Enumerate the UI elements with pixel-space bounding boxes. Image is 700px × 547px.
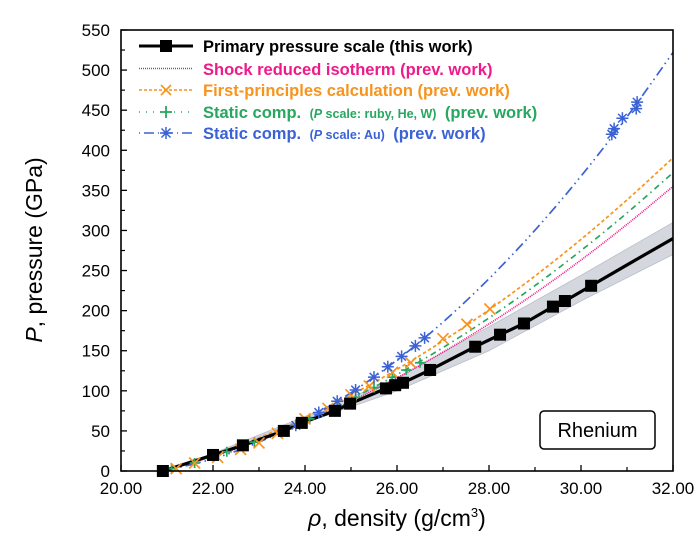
data-point-square <box>379 382 392 395</box>
data-point-asterisk <box>418 331 431 344</box>
y-axis-label: P, pressure (GPa) <box>21 157 47 342</box>
data-point-asterisk <box>409 339 422 352</box>
x-tick-label: 24.00 <box>284 479 327 498</box>
legend-marker-plus <box>160 106 172 118</box>
data-point-square <box>494 328 507 341</box>
legend-static-au-end: (prev. work) <box>393 125 485 143</box>
data-point-square <box>328 404 341 417</box>
data-point-square <box>424 363 437 376</box>
x-tick-label: 22.00 <box>192 479 235 498</box>
x-tick-label: 32.00 <box>652 479 695 498</box>
data-point-square <box>277 424 290 437</box>
data-point-asterisk <box>381 360 394 373</box>
legend-label-static-au: Static comp. (P scale: Au) (prev. work) <box>203 125 486 143</box>
legend-static-ruby-main: Static comp. <box>203 104 301 122</box>
x-axis-symbol: ρ <box>307 505 321 531</box>
legend-entry-static-ruby: Static comp. (P scale: ruby, He, W) (pre… <box>139 104 537 122</box>
y-axis-symbol: P <box>21 327 47 343</box>
axis-ticks: 20.00 22.00 24.00 26.00 28.00 30.00 32.00 0 50 10… <box>82 21 695 498</box>
data-point-plus <box>415 357 425 368</box>
y-tick-label: 550 <box>82 21 110 40</box>
series-markers-layer <box>156 96 644 477</box>
legend-static-ruby-p-symbol: P <box>314 107 323 121</box>
data-point-x <box>436 332 450 345</box>
legend-static-au-main: Static comp. <box>203 125 301 143</box>
data-point-square <box>344 397 357 410</box>
data-point-x <box>170 462 183 475</box>
rhenium-label: Rhenium <box>557 420 637 442</box>
data-point-square <box>546 300 559 313</box>
rhenium-label-box: Rhenium <box>539 410 656 450</box>
x-tick-label: 30.00 <box>560 479 603 498</box>
x-axis-superscript: 3 <box>471 505 478 520</box>
data-point-square <box>396 376 409 389</box>
legend-entry-shock: Shock reduced isotherm (prev. work) <box>139 61 492 79</box>
legend-static-au-p-symbol: P <box>314 128 323 142</box>
data-point-square <box>295 416 308 429</box>
y-tick-label: 400 <box>82 141 110 160</box>
x-tick-label: 20.00 <box>100 479 143 498</box>
legend-entry-first-principles: First-principles calculation (prev. work… <box>139 82 510 100</box>
data-point-asterisk <box>616 112 629 125</box>
data-point-asterisk <box>368 371 380 384</box>
legend-entry-static-au: Static comp. (P scale: Au) (prev. work) <box>139 125 486 143</box>
y-tick-label: 450 <box>82 101 110 120</box>
data-point-square <box>585 279 598 292</box>
data-point-square <box>207 448 219 461</box>
y-tick-label: 300 <box>82 221 110 240</box>
y-tick-label: 100 <box>82 382 110 401</box>
data-point-x <box>483 302 497 316</box>
legend-entry-primary: Primary pressure scale (this work) <box>139 38 473 56</box>
y-tick-label: 200 <box>82 302 110 321</box>
legend-static-ruby-end: (prev. work) <box>445 104 537 122</box>
y-tick-label: 250 <box>82 262 110 281</box>
data-point-asterisk <box>312 406 325 419</box>
data-point-asterisk <box>349 384 362 397</box>
legend-marker-asterisk <box>160 127 172 139</box>
data-point-asterisk <box>630 102 643 115</box>
legend-label-shock: Shock reduced isotherm (prev. work) <box>203 61 492 79</box>
data-point-asterisk <box>395 350 408 363</box>
legend-marker-square <box>160 40 172 52</box>
data-point-asterisk <box>605 128 618 141</box>
y-tick-label: 150 <box>82 342 110 361</box>
data-point-asterisk <box>631 96 644 109</box>
legend-static-au-paren: scale: Au) <box>322 128 385 142</box>
y-axis-text: , pressure (GPa) <box>21 157 47 327</box>
legend-label-primary: Primary pressure scale (this work) <box>203 38 473 56</box>
data-point-plus <box>221 446 232 457</box>
data-point-x <box>252 436 266 450</box>
y-tick-label: 500 <box>82 61 110 80</box>
data-point-square <box>236 439 249 452</box>
x-axis-label: ρ, density (g/cm3) <box>307 505 486 531</box>
legend-label-first-principles: First-principles calculation (prev. work… <box>203 82 510 100</box>
legend-label-static-ruby: Static comp. (P scale: ruby, He, W) (pre… <box>203 104 537 122</box>
data-point-square <box>517 317 530 330</box>
data-point-asterisk <box>331 395 344 408</box>
data-point-square <box>558 295 571 308</box>
data-point-x <box>363 379 376 393</box>
legend-static-ruby-paren: scale: ruby, He, W) <box>322 107 436 121</box>
x-tick-label: 26.00 <box>376 479 419 498</box>
data-point-x <box>404 356 417 369</box>
data-point-square <box>469 340 482 353</box>
data-point-x <box>188 456 201 470</box>
legend-static-au-paren-open: ( <box>310 128 315 142</box>
x-axis-text: , density (g/cm <box>321 505 471 531</box>
x-tick-label: 28.00 <box>468 479 511 498</box>
data-point-x <box>460 318 474 331</box>
x-axis-close: ) <box>478 505 486 531</box>
legend-static-ruby-paren-open: ( <box>310 107 315 121</box>
legend-marker-x <box>160 84 172 96</box>
data-point-asterisk <box>608 122 621 135</box>
y-tick-label: 350 <box>82 181 110 200</box>
y-tick-label: 50 <box>91 422 110 441</box>
legend: Primary pressure scale (this work) Shock… <box>139 38 537 143</box>
y-tick-label: 0 <box>101 462 110 481</box>
